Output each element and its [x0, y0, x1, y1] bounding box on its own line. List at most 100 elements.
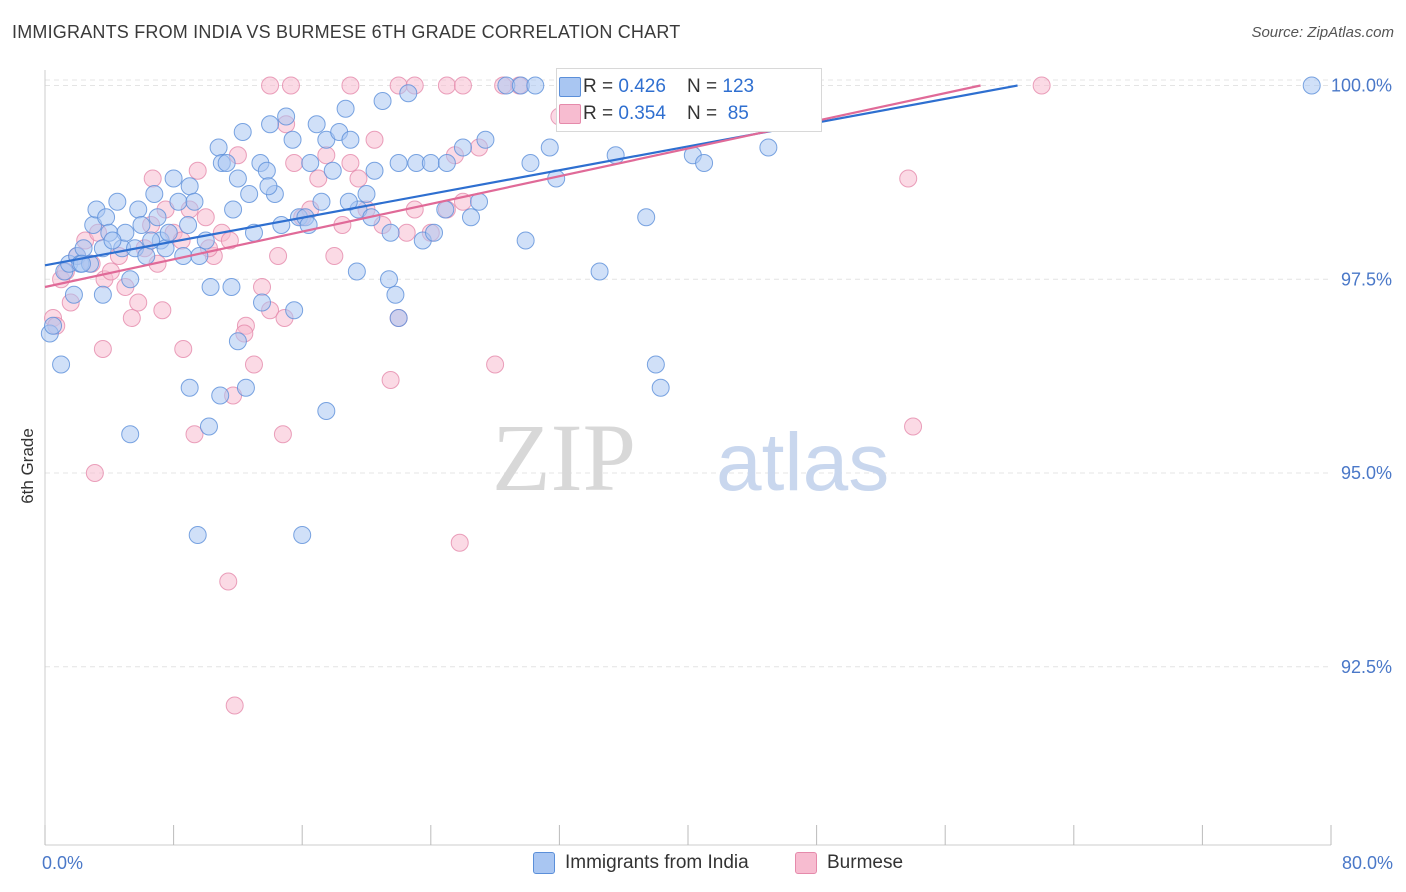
burmese-point [188, 161, 207, 180]
burmese-point [309, 169, 328, 188]
burmese-point [341, 154, 360, 172]
india-point [185, 192, 204, 211]
india-point [228, 169, 247, 188]
burmese-point [174, 340, 193, 358]
legend-item-burmese: Burmese [795, 852, 903, 874]
india-point [277, 107, 296, 126]
india-point [199, 417, 218, 436]
india-point [121, 270, 140, 289]
india-point [301, 154, 320, 172]
india-point [1302, 76, 1321, 95]
gridlines [45, 79, 1331, 668]
india-point [759, 138, 778, 157]
legend-n-value: 85 [722, 103, 749, 124]
legend-swatch-burmese [795, 852, 817, 874]
legend-r-value: 0.426 [618, 76, 666, 97]
burmese-point [244, 355, 263, 374]
india-point [188, 526, 207, 544]
india-point [285, 301, 304, 320]
india-point [347, 262, 366, 281]
burmese-trend-line [44, 84, 981, 289]
india-point [180, 177, 199, 196]
burmese-point [269, 247, 288, 265]
legend-label-india: Immigrants from India [565, 852, 749, 873]
legend-n-value: 123 [722, 76, 755, 97]
burmese-point [261, 76, 280, 95]
india-point [373, 92, 392, 110]
india-point [169, 192, 188, 211]
burmese-point [143, 169, 162, 188]
burmese-point [365, 130, 384, 149]
india-point [437, 154, 456, 172]
watermark-atlas: atlas [716, 417, 889, 508]
burmese-point [153, 301, 172, 320]
y-tick-label: 100.0% [1331, 76, 1392, 96]
india-point [695, 154, 714, 172]
burmese-point [486, 355, 505, 374]
india-point [336, 99, 355, 118]
india-point [317, 402, 336, 420]
legend-label-burmese: Burmese [827, 852, 904, 873]
trend-lines [44, 84, 1018, 289]
tick-labels: 92.5% 95.0% 97.5% 100.0% 0.0% 80.0% [42, 76, 1393, 874]
india-point [222, 278, 241, 296]
india-point [211, 386, 230, 405]
burmese-point [196, 208, 215, 227]
india-point [228, 332, 247, 351]
india-point [52, 355, 71, 374]
india-point [108, 192, 127, 211]
india-point [253, 293, 272, 312]
india-point [129, 200, 148, 219]
burmese-point [185, 425, 204, 444]
india-point [323, 161, 342, 180]
india-point [224, 200, 243, 219]
axes [44, 70, 1332, 846]
watermark-zip: ZIP [492, 404, 636, 511]
burmese-point [285, 154, 304, 172]
india-point [399, 84, 418, 103]
y-tick-label: 92.5% [1341, 657, 1392, 677]
burmese-point [219, 572, 238, 591]
burmese-point [129, 293, 148, 312]
burmese-point [904, 417, 923, 436]
burmese-point [317, 146, 336, 165]
burmese-point [899, 169, 918, 188]
india-point [521, 154, 540, 172]
legend-r-value: 0.354 [618, 103, 666, 124]
burmese-point [122, 309, 141, 327]
burmese-point [381, 371, 400, 389]
burmese-point [325, 247, 344, 265]
india-point [257, 161, 276, 180]
india-point [436, 200, 455, 219]
india-point [209, 138, 228, 157]
india-point [240, 185, 259, 203]
india-point [339, 192, 358, 211]
india-point [233, 123, 252, 141]
india-point [365, 161, 384, 180]
india-point [425, 223, 444, 242]
india-point [453, 138, 472, 157]
india-point [145, 185, 164, 203]
burmese-point [253, 278, 272, 296]
legend-row-india: R = 0.426 N = 123 [559, 74, 755, 100]
india-point [164, 169, 183, 188]
legend-n-label: N = [687, 76, 723, 97]
india-point [526, 76, 545, 95]
india-point [341, 130, 360, 149]
watermark: ZIP atlas [492, 404, 889, 511]
india-point [74, 239, 93, 258]
india-trend-line [44, 84, 1018, 267]
series-legend: Immigrants from India Burmese [0, 852, 1406, 878]
india-point [590, 262, 609, 281]
series-india-points [40, 76, 1321, 544]
india-point [179, 216, 198, 234]
india-point [272, 216, 291, 234]
india-point [121, 425, 140, 444]
india-point [357, 185, 376, 203]
india-point [261, 115, 280, 134]
india-point [148, 208, 167, 227]
legend-r-label: R = [583, 103, 619, 124]
legend-row-burmese: R = 0.354 N = 85 [559, 101, 749, 127]
burmese-point [341, 76, 360, 95]
